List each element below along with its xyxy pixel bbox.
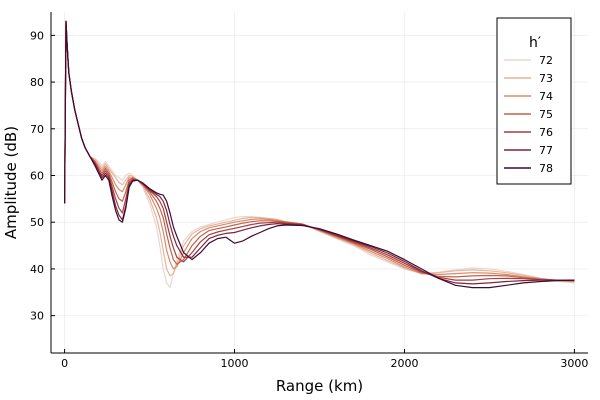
legend-label-77: 77 xyxy=(539,144,553,157)
legend-box xyxy=(496,17,572,185)
y-tick-label: 60 xyxy=(30,169,44,182)
y-tick-label: 90 xyxy=(30,29,44,42)
y-tick-label: 40 xyxy=(30,263,44,276)
series-line-77 xyxy=(64,20,575,285)
legend-label-73: 73 xyxy=(539,72,553,85)
x-axis-title: Range (km) xyxy=(276,377,363,395)
series-line-78 xyxy=(64,20,575,289)
legend-items: 72 73 74 75 76 77 78 xyxy=(504,54,553,175)
legend-label-75: 75 xyxy=(539,108,553,121)
series-line-73 xyxy=(64,20,575,283)
x-tick-label: 2000 xyxy=(390,357,418,370)
legend-label-78: 78 xyxy=(539,162,553,175)
legend-label-74: 74 xyxy=(539,90,553,103)
series-line-75 xyxy=(64,20,575,282)
y-tick-label: 70 xyxy=(30,123,44,136)
x-tick-label: 3000 xyxy=(560,357,588,370)
legend-label-76: 76 xyxy=(539,126,553,139)
y-tick-label: 30 xyxy=(30,310,44,323)
y-tick-label: 50 xyxy=(30,216,44,229)
legend-title: h′ xyxy=(529,35,541,51)
y-axis-title: Amplitude (dB) xyxy=(2,126,20,239)
axes xyxy=(50,12,588,354)
x-tick-label: 1000 xyxy=(221,357,249,370)
x-ticks: 0 1000 2000 3000 xyxy=(61,349,588,370)
y-tick-label: 80 xyxy=(30,76,44,89)
series-lines xyxy=(64,20,575,289)
legend-label-72: 72 xyxy=(539,54,553,67)
legend: h′ 72 73 74 75 76 77 78 xyxy=(496,17,572,185)
x-tick-label: 0 xyxy=(61,357,68,370)
y-ticks: 30 40 50 60 70 80 90 xyxy=(30,29,55,323)
